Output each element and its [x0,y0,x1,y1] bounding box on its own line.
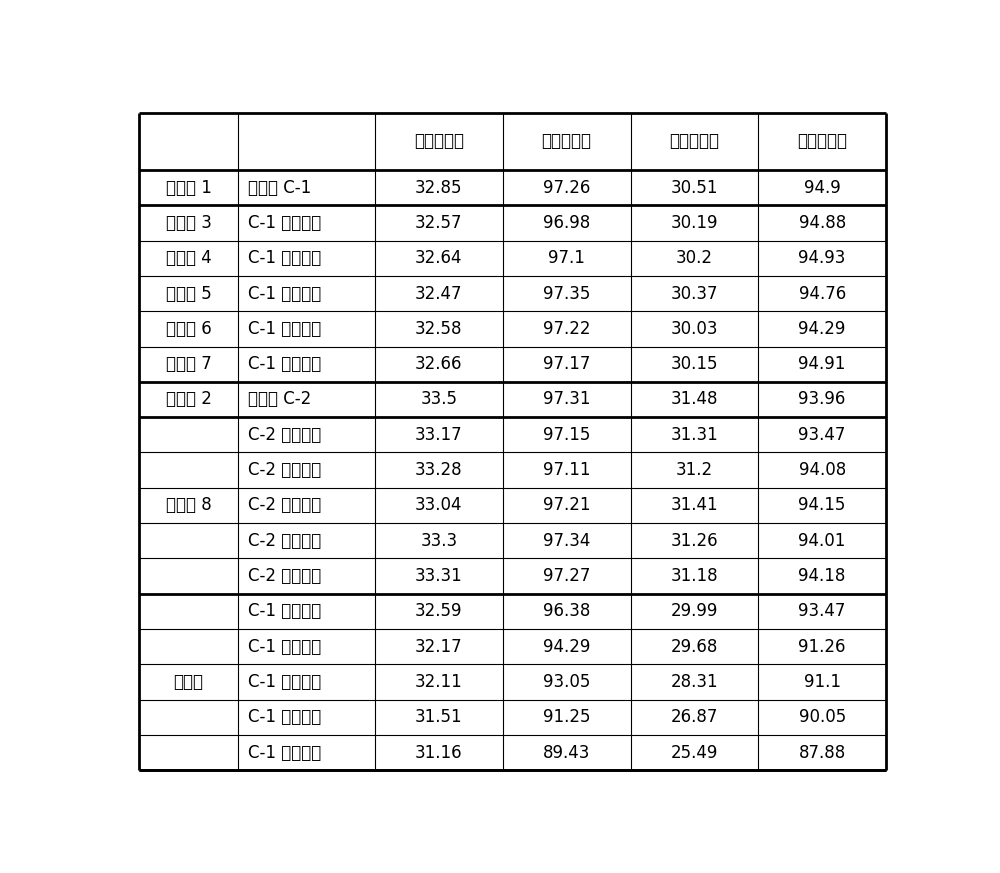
Text: 97.11: 97.11 [543,461,590,479]
Text: C-1 再生一次: C-1 再生一次 [248,214,321,232]
Text: 比较例: 比较例 [174,673,204,691]
Text: 实施例 3: 实施例 3 [166,214,212,232]
Text: 32.66: 32.66 [415,355,463,373]
Text: C-1 再生四次: C-1 再生四次 [248,708,321,726]
Text: 97.22: 97.22 [543,320,590,338]
Text: C-2 再生二次: C-2 再生二次 [248,461,321,479]
Text: 33.5: 33.5 [420,390,457,409]
Text: 转化率，％: 转化率，％ [669,133,719,150]
Text: 实施例 2: 实施例 2 [166,390,212,409]
Text: 94.29: 94.29 [543,637,590,656]
Text: 31.51: 31.51 [415,708,463,726]
Text: 32.58: 32.58 [415,320,463,338]
Text: 选择性，％: 选择性，％ [797,133,847,150]
Text: 91.1: 91.1 [804,673,841,691]
Text: 94.29: 94.29 [798,320,846,338]
Text: 97.35: 97.35 [543,285,590,303]
Text: 30.19: 30.19 [671,214,718,232]
Text: 96.38: 96.38 [543,602,590,621]
Text: C-1 再生二次: C-1 再生二次 [248,249,321,267]
Text: 30.15: 30.15 [671,355,718,373]
Text: 实施例 7: 实施例 7 [166,355,212,373]
Text: 实施例 4: 实施例 4 [166,249,212,267]
Text: 32.17: 32.17 [415,637,463,656]
Text: 新鲜剂 C-2: 新鲜剂 C-2 [248,390,311,409]
Text: 94.91: 94.91 [798,355,846,373]
Text: 89.43: 89.43 [543,744,590,761]
Text: 97.17: 97.17 [543,355,590,373]
Text: 实施例 1: 实施例 1 [166,179,212,196]
Text: 30.51: 30.51 [671,179,718,196]
Text: 31.2: 31.2 [676,461,713,479]
Text: C-1 再生五次: C-1 再生五次 [248,355,321,373]
Text: 30.03: 30.03 [671,320,718,338]
Text: 97.34: 97.34 [543,532,590,550]
Text: 32.47: 32.47 [415,285,463,303]
Text: C-1 再生五次: C-1 再生五次 [248,744,321,761]
Text: 97.1: 97.1 [548,249,585,267]
Text: 26.87: 26.87 [671,708,718,726]
Text: C-2 再生三次: C-2 再生三次 [248,497,321,514]
Text: 实施例 5: 实施例 5 [166,285,212,303]
Text: 93.96: 93.96 [798,390,846,409]
Text: C-1 再生三次: C-1 再生三次 [248,285,321,303]
Text: 94.08: 94.08 [799,461,846,479]
Text: 94.88: 94.88 [799,214,846,232]
Text: C-1 再生二次: C-1 再生二次 [248,637,321,656]
Text: 转化率，％: 转化率，％ [414,133,464,150]
Text: 97.31: 97.31 [543,390,590,409]
Text: C-2 再生一次: C-2 再生一次 [248,426,321,443]
Text: 32.59: 32.59 [415,602,463,621]
Text: 93.05: 93.05 [543,673,590,691]
Text: 33.3: 33.3 [420,532,457,550]
Text: 31.16: 31.16 [415,744,463,761]
Text: C-2 再生五次: C-2 再生五次 [248,567,321,585]
Text: 实施例 6: 实施例 6 [166,320,212,338]
Text: C-2 再生四次: C-2 再生四次 [248,532,321,550]
Text: 94.76: 94.76 [799,285,846,303]
Text: 31.18: 31.18 [671,567,718,585]
Text: 实施例 8: 实施例 8 [166,497,212,514]
Text: 93.47: 93.47 [798,426,846,443]
Text: 31.41: 31.41 [671,497,718,514]
Text: 91.25: 91.25 [543,708,590,726]
Text: 32.64: 32.64 [415,249,463,267]
Text: 33.17: 33.17 [415,426,463,443]
Text: 新鲜剂 C-1: 新鲜剂 C-1 [248,179,311,196]
Text: 31.48: 31.48 [671,390,718,409]
Text: 29.68: 29.68 [671,637,718,656]
Text: C-1 再生三次: C-1 再生三次 [248,673,321,691]
Text: 32.85: 32.85 [415,179,463,196]
Text: 33.28: 33.28 [415,461,463,479]
Text: 33.04: 33.04 [415,497,463,514]
Text: 94.93: 94.93 [798,249,846,267]
Text: C-1 再生四次: C-1 再生四次 [248,320,321,338]
Text: 30.2: 30.2 [676,249,713,267]
Text: 97.27: 97.27 [543,567,590,585]
Text: 选择性，％: 选择性，％ [542,133,592,150]
Text: 94.01: 94.01 [798,532,846,550]
Text: 97.21: 97.21 [543,497,590,514]
Text: 33.31: 33.31 [415,567,463,585]
Text: 96.98: 96.98 [543,214,590,232]
Text: 31.31: 31.31 [671,426,718,443]
Text: 94.9: 94.9 [804,179,841,196]
Text: 31.26: 31.26 [671,532,718,550]
Text: 32.11: 32.11 [415,673,463,691]
Text: 97.15: 97.15 [543,426,590,443]
Text: 25.49: 25.49 [671,744,718,761]
Text: 90.05: 90.05 [799,708,846,726]
Text: 32.57: 32.57 [415,214,463,232]
Text: 97.26: 97.26 [543,179,590,196]
Text: 94.15: 94.15 [798,497,846,514]
Text: 29.99: 29.99 [671,602,718,621]
Text: 93.47: 93.47 [798,602,846,621]
Text: 87.88: 87.88 [799,744,846,761]
Text: 91.26: 91.26 [798,637,846,656]
Text: 94.18: 94.18 [798,567,846,585]
Text: 28.31: 28.31 [671,673,718,691]
Text: C-1 再生一次: C-1 再生一次 [248,602,321,621]
Text: 30.37: 30.37 [671,285,718,303]
